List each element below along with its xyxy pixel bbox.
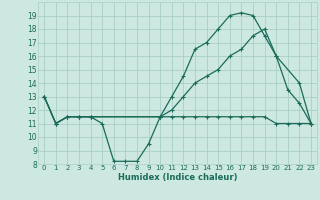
X-axis label: Humidex (Indice chaleur): Humidex (Indice chaleur) <box>118 173 237 182</box>
